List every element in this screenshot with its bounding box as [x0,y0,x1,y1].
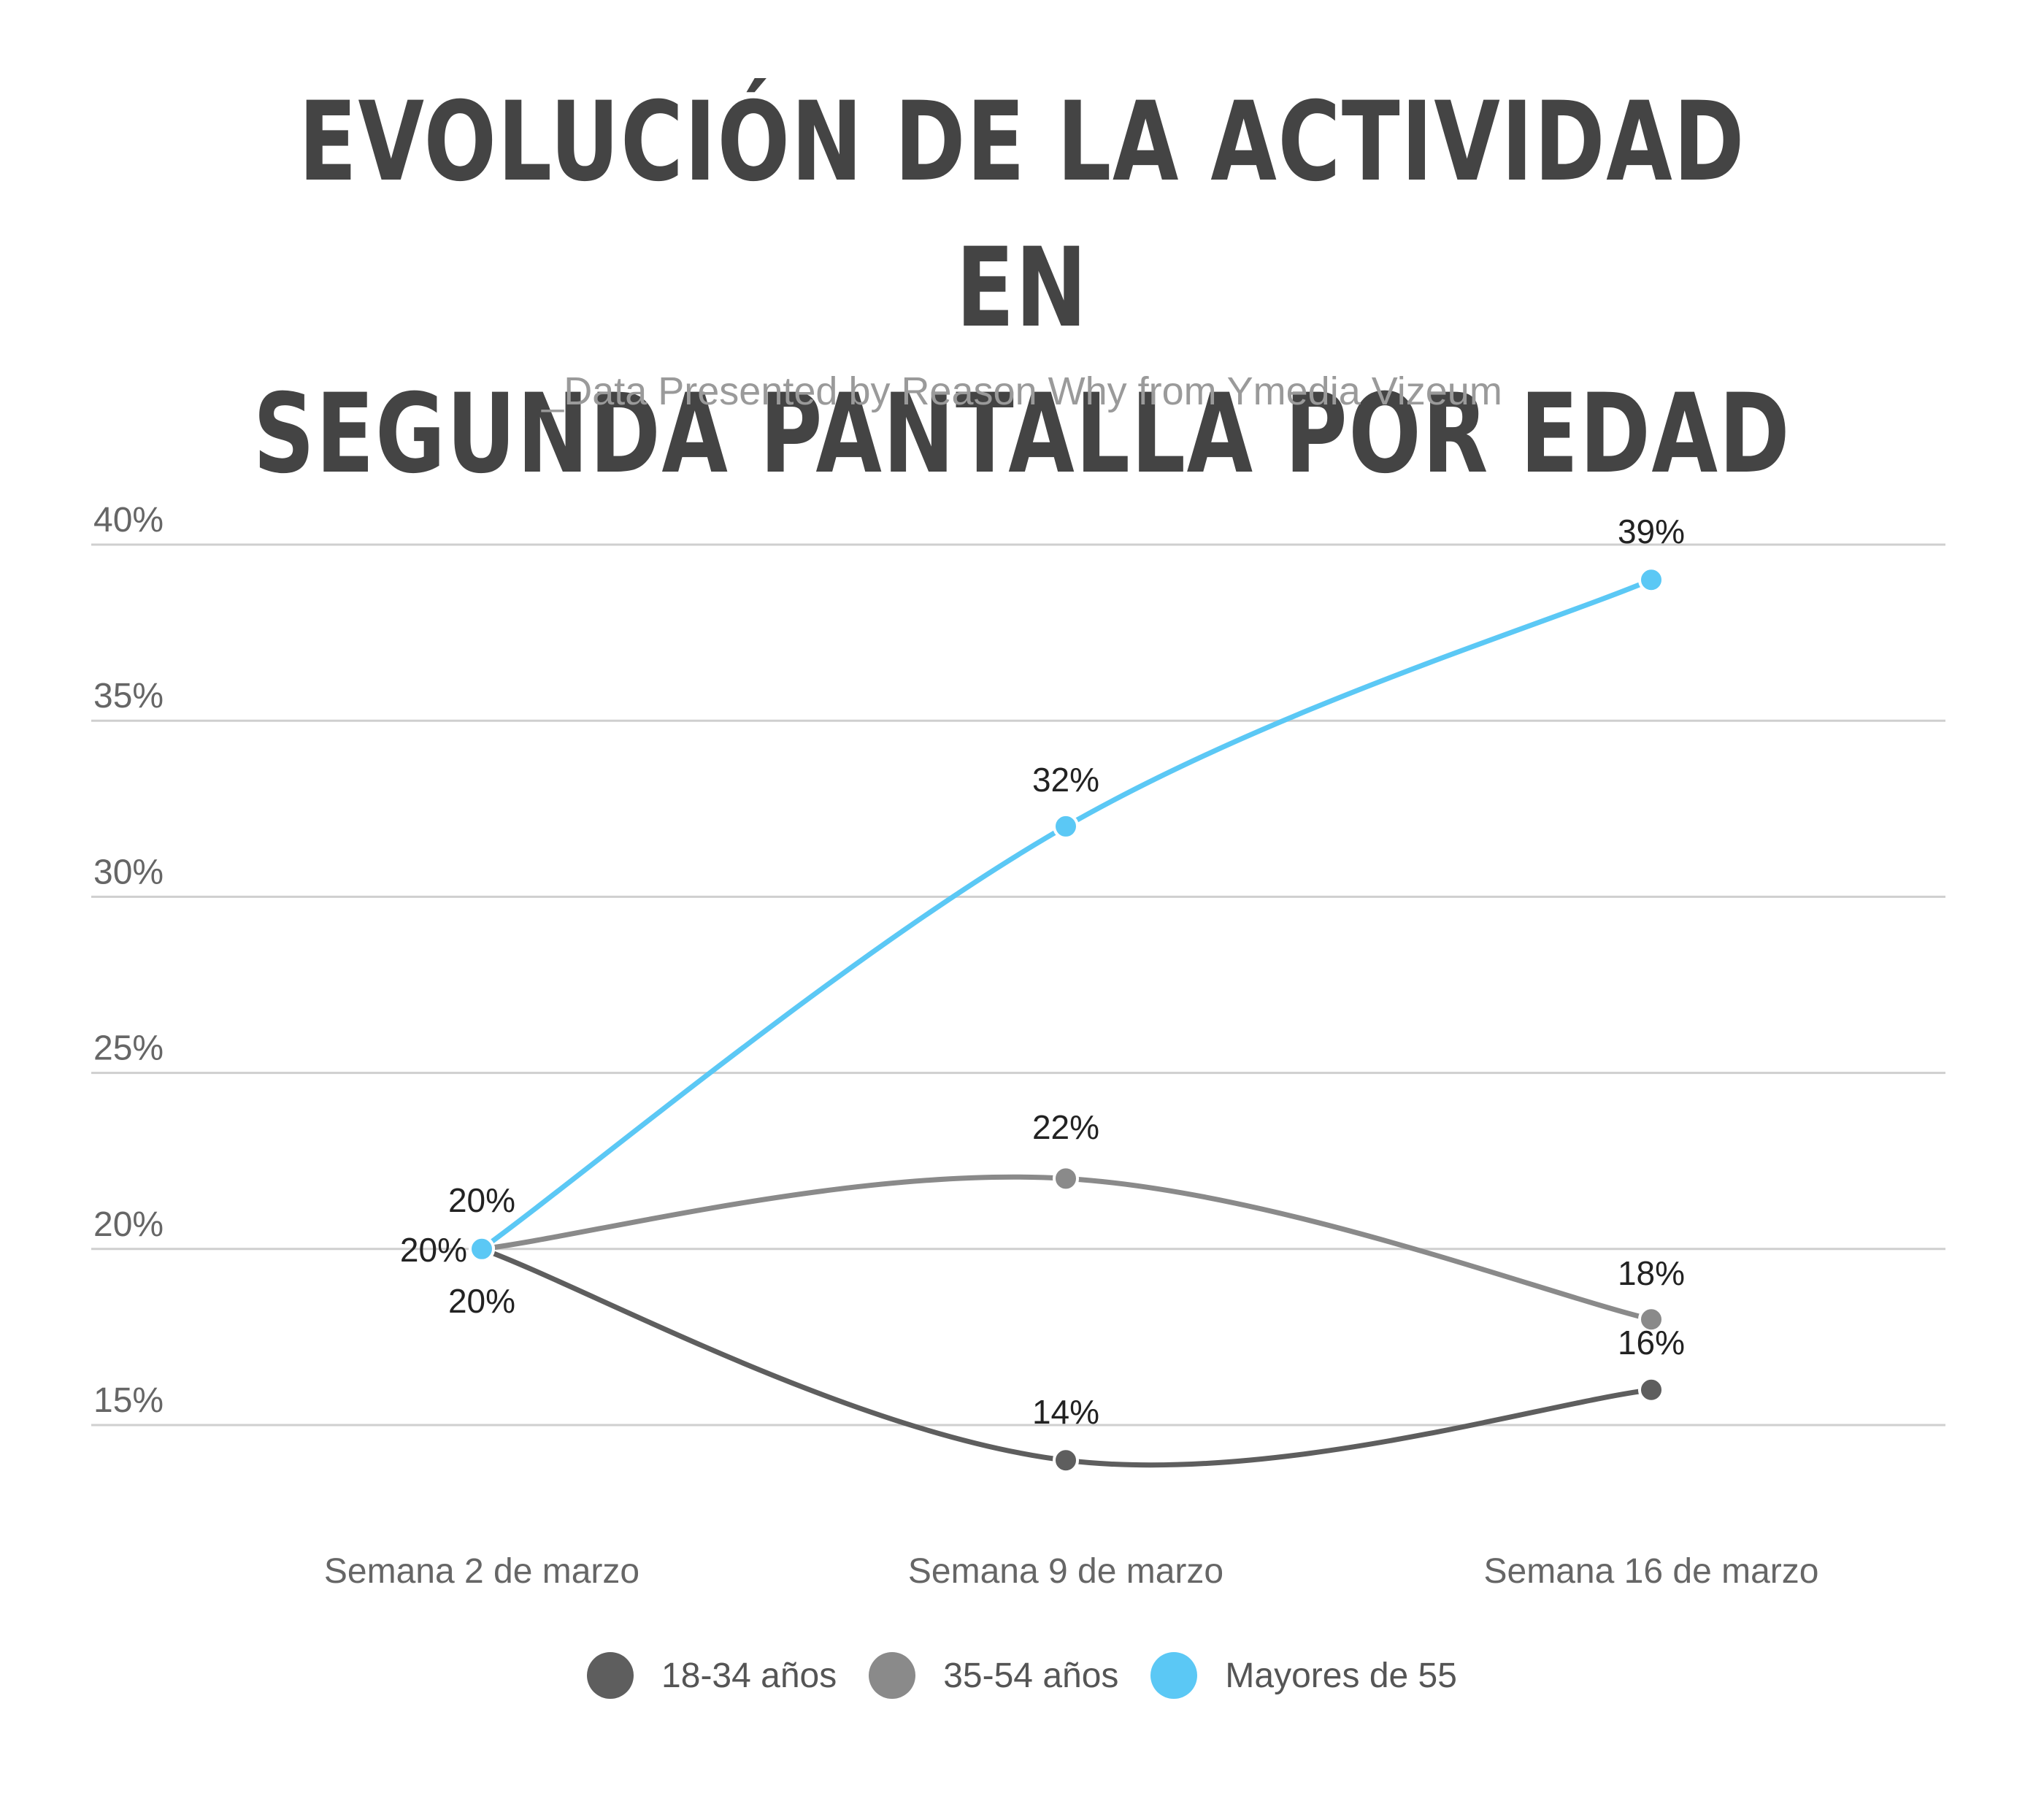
legend-swatch-55 [1150,1652,1198,1699]
legend-item-35-54: 35-54 años [869,1652,1118,1699]
legend-label-35-54: 35-54 años [943,1656,1119,1695]
data-point-2-0 [469,1235,495,1262]
data-point-2-2 [1638,567,1664,594]
series-line-2 [479,577,1654,1252]
data-point-1-2 [1638,1306,1664,1333]
data-label: 18% [1618,1254,1685,1292]
data-label: 39% [1618,512,1685,550]
data-label: 20% [400,1231,467,1269]
data-point-2-1 [1053,813,1079,840]
y-tick-label: 15% [93,1381,164,1420]
data-point-0-1 [1053,1447,1079,1474]
chart-legend: 18-34 años 35-54 años Mayores de 55 [0,1652,2044,1699]
chart-title-line-1: EVOLUCIÓN DE LA ACTIVIDAD EN [298,79,1746,352]
data-label: 20% [448,1282,515,1320]
legend-item-55: Mayores de 55 [1150,1652,1457,1699]
x-tick-label: Semana 2 de marzo [324,1552,639,1591]
legend-item-18-34: 18-34 años [587,1652,837,1699]
legend-swatch-18-34 [587,1652,634,1699]
legend-label-55: Mayores de 55 [1225,1656,1457,1695]
x-tick-label: Semana 16 de marzo [1484,1552,1819,1591]
series-line-0 [479,1246,1654,1468]
data-point-1-1 [1053,1165,1079,1192]
data-label: 32% [1032,761,1099,799]
data-label: 16% [1618,1324,1685,1362]
y-tick-label: 25% [93,1029,164,1068]
data-label: 14% [1032,1393,1099,1431]
y-tick-label: 20% [93,1205,164,1244]
chart-subtitle: _Data Presented by Reason Why from Ymedi… [542,369,1502,413]
y-tick-label: 30% [93,853,164,891]
chart-title-line-2: SEGUNDA PANTALLA POR EDAD [253,371,1791,498]
data-point-0-2 [1638,1376,1664,1403]
chart-title: EVOLUCIÓN DE LA ACTIVIDAD EN SEGUNDA PAN… [225,69,1819,507]
y-tick-label: 40% [93,501,164,540]
x-tick-label: Semana 9 de marzo [908,1552,1223,1591]
data-label: 22% [1032,1108,1099,1146]
y-tick-label: 35% [93,677,164,715]
data-label: 20% [448,1181,515,1219]
legend-label-18-34: 18-34 años [661,1656,837,1695]
legend-swatch-35-54 [869,1652,916,1699]
